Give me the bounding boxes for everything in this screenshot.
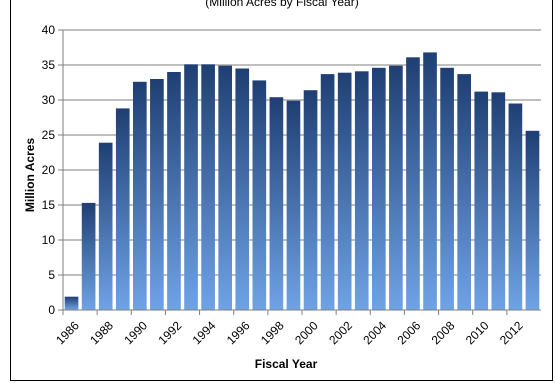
y-tick-label: 20 bbox=[42, 163, 56, 177]
bar-chart: (Million Acres by Fiscal Year) 0 5 10 15 20 2… bbox=[23, 0, 541, 371]
y-tick-label: 5 bbox=[48, 268, 55, 282]
x-tick-label: 1996 bbox=[224, 318, 253, 347]
bar-1991 bbox=[150, 79, 164, 310]
x-tick-label: 1998 bbox=[258, 318, 287, 347]
bar-2013 bbox=[525, 130, 540, 310]
bar-1994 bbox=[201, 64, 215, 310]
bar-1988 bbox=[98, 142, 113, 310]
bar-2001 bbox=[320, 74, 335, 310]
y-tick-label: 30 bbox=[42, 93, 56, 107]
y-tick-label: 25 bbox=[42, 128, 56, 142]
bar-1987 bbox=[81, 202, 96, 310]
bar-2011 bbox=[491, 92, 506, 310]
y-tick-label: 35 bbox=[42, 58, 56, 72]
x-tick-label: 1990 bbox=[121, 318, 150, 347]
x-tick-label: 2002 bbox=[326, 318, 355, 347]
bar-2002 bbox=[337, 72, 352, 310]
bar-2008 bbox=[440, 67, 454, 310]
x-tick-label: 2012 bbox=[497, 318, 526, 347]
chart-title: (Million Acres by Fiscal Year) bbox=[205, 0, 358, 9]
x-tick-label: 2006 bbox=[395, 318, 424, 347]
bars bbox=[64, 52, 540, 311]
bar-1989 bbox=[115, 108, 130, 311]
bar-2005 bbox=[389, 65, 403, 310]
bar-1997 bbox=[252, 80, 267, 311]
axes bbox=[62, 30, 541, 315]
bar-1986 bbox=[64, 296, 79, 310]
bar-1990 bbox=[132, 81, 147, 310]
bar-1993 bbox=[184, 64, 198, 310]
x-tick-label: 2004 bbox=[360, 318, 389, 347]
y-axis-title: Million Acres bbox=[23, 138, 37, 213]
bar-2007 bbox=[423, 52, 437, 311]
y-tick-label: 15 bbox=[42, 198, 56, 212]
bar-2004 bbox=[371, 67, 386, 310]
x-tick-label: 2008 bbox=[429, 318, 458, 347]
bar-2009 bbox=[457, 74, 472, 310]
bar-2012 bbox=[508, 103, 523, 310]
bar-1996 bbox=[235, 68, 250, 310]
x-axis-title: Fiscal Year bbox=[255, 357, 318, 371]
bar-2010 bbox=[474, 91, 489, 310]
bar-2006 bbox=[406, 57, 420, 310]
bar-1992 bbox=[167, 72, 181, 310]
x-tick-label: 1994 bbox=[190, 318, 219, 347]
bar-2000 bbox=[303, 90, 318, 310]
bar-2003 bbox=[354, 71, 369, 310]
x-tick-label: 1992 bbox=[156, 318, 185, 347]
x-tick-label: 2010 bbox=[463, 318, 492, 347]
bar-1999 bbox=[286, 100, 301, 310]
x-tick-label: 1988 bbox=[87, 318, 116, 347]
y-tick-label: 0 bbox=[48, 303, 55, 317]
x-tick-labels: 1986 1988 1990 1992 1994 1996 1998 2000 2002 2004… bbox=[53, 318, 526, 347]
bar-1998 bbox=[269, 97, 284, 310]
bar-1995 bbox=[218, 65, 233, 310]
y-tick-labels: 0 5 10 15 20 25 30 35 40 bbox=[42, 23, 56, 317]
y-tick-label: 10 bbox=[42, 233, 56, 247]
chart-frame: (Million Acres by Fiscal Year) 0 5 10 15 20 2… bbox=[10, 0, 553, 381]
y-tick-label: 40 bbox=[42, 23, 56, 37]
x-tick-label: 2000 bbox=[292, 318, 321, 347]
x-tick-label: 1986 bbox=[53, 318, 82, 347]
